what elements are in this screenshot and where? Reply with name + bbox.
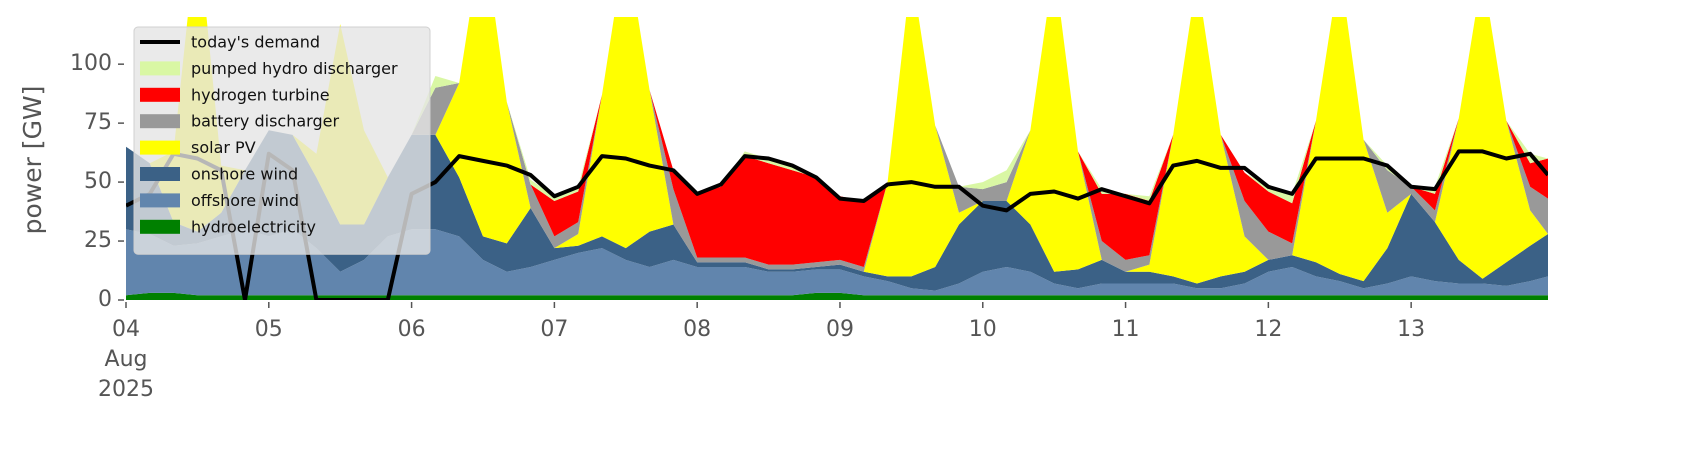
legend-swatch [140, 219, 180, 234]
stacked-area [126, 229, 1548, 296]
y-tick-label: 75 [84, 110, 112, 135]
legend-box [133, 26, 431, 255]
x-date-year: 2025 [98, 377, 154, 402]
x-tick-label: 05 [255, 317, 283, 342]
plot-area [126, 17, 1548, 300]
x-tick-label: 11 [1112, 317, 1140, 342]
y-axis-label: power [GW] [18, 86, 47, 235]
stacked-area [126, 17, 1548, 267]
stacked-area [126, 130, 1548, 291]
legend-swatch [140, 61, 180, 76]
x-tick-label: 12 [1254, 317, 1282, 342]
legend-swatch [140, 167, 180, 181]
legend-label: solar PV [191, 138, 256, 157]
legend-label: hydrogen turbine [191, 85, 330, 104]
x-tick-label: 09 [826, 317, 854, 342]
y-tick-label: 100 [70, 51, 112, 76]
x-tick-label: 04 [112, 317, 140, 342]
stacked-area [126, 292, 1548, 300]
demand-line [126, 149, 1548, 300]
legend-label: offshore wind [191, 191, 299, 210]
legend-label: today's demand [191, 33, 320, 52]
legend-label: hydroelectricity [191, 217, 316, 236]
legend-label: pumped hydro discharger [191, 59, 398, 78]
legend-swatch [140, 114, 180, 129]
x-tick-label: 07 [540, 317, 568, 342]
y-tick-label: 0 [98, 287, 112, 312]
legend-label: battery discharger [191, 112, 339, 131]
x-tick-label: 06 [398, 317, 426, 342]
x-tick-label: 08 [683, 317, 711, 342]
x-date-month: Aug [105, 347, 148, 372]
legend-swatch [140, 140, 180, 155]
x-tick-label: 10 [969, 317, 997, 342]
stacked-area [126, 17, 1548, 284]
y-tick-label: 50 [84, 169, 112, 194]
y-tick-label: 25 [84, 228, 112, 253]
legend-swatch [140, 193, 180, 208]
x-tick-label: 13 [1397, 317, 1425, 342]
legend-swatch [140, 87, 180, 102]
legend-label: onshore wind [191, 165, 298, 184]
